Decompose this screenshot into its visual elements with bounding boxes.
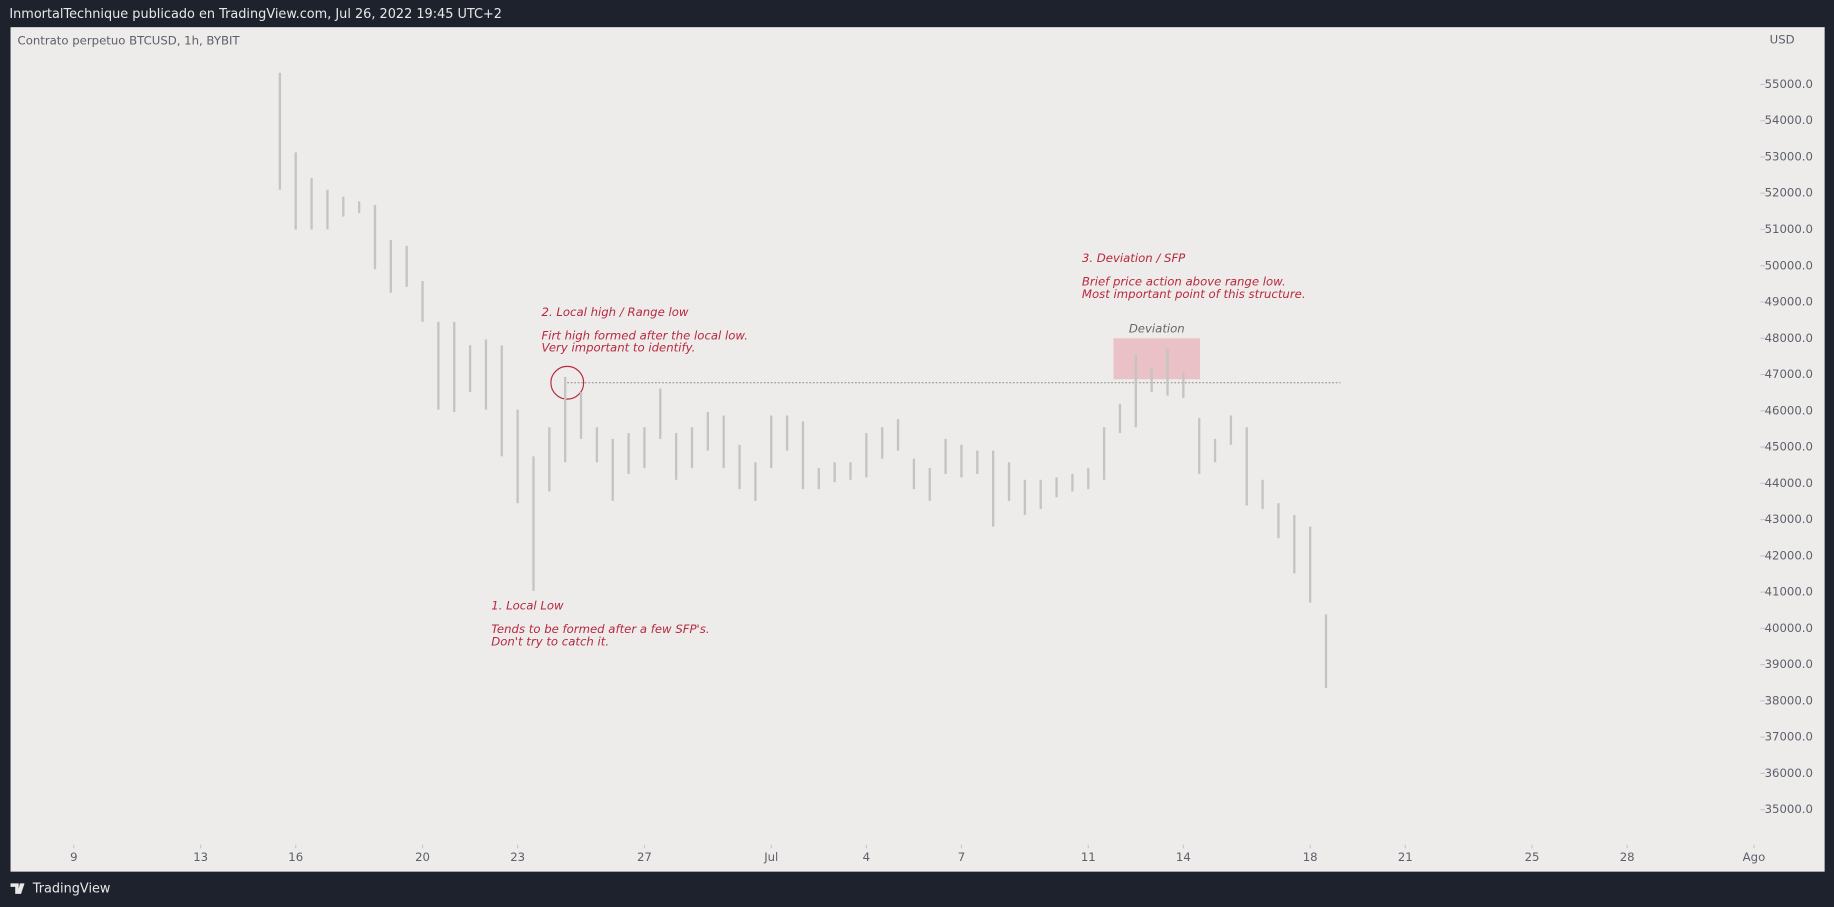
y-tick-label: 45000.0 (1765, 440, 1813, 454)
annotation-title: 2. Local high / Range low (542, 305, 689, 319)
x-tick-label: 11 (1081, 850, 1096, 864)
y-tick-label: 48000.0 (1765, 331, 1813, 345)
y-tick-label: 43000.0 (1765, 512, 1813, 526)
x-tick-label: 27 (637, 850, 652, 864)
x-tick-label: 9 (70, 850, 77, 864)
y-tick-label: 42000.0 (1765, 548, 1813, 562)
annotation-title: 3. Deviation / SFP (1082, 251, 1186, 265)
currency-label: USD (1770, 33, 1795, 47)
y-tick-label: 37000.0 (1765, 730, 1813, 744)
highlight-circle (550, 365, 585, 400)
y-tick-label: 46000.0 (1765, 403, 1813, 417)
deviation-zone (1113, 338, 1201, 380)
y-tick-label: 41000.0 (1765, 585, 1813, 599)
y-tick-label: 51000.0 (1765, 222, 1813, 236)
x-tick-label: Ago (1743, 850, 1766, 864)
y-tick-label: 52000.0 (1765, 186, 1813, 200)
y-tick-label: 47000.0 (1765, 367, 1813, 381)
y-tick-label: 55000.0 (1765, 77, 1813, 91)
x-tick-label: 14 (1176, 850, 1191, 864)
x-tick-label: 23 (510, 850, 525, 864)
x-tick-label: 25 (1525, 850, 1540, 864)
x-tick-label: 21 (1398, 850, 1413, 864)
y-tick-label: 50000.0 (1765, 258, 1813, 272)
y-tick-label: 38000.0 (1765, 693, 1813, 707)
annotation-title: 1. Local Low (491, 599, 564, 613)
brand: TradingView (10, 882, 111, 897)
y-tick-label: 40000.0 (1765, 621, 1813, 635)
x-tick-label: 28 (1620, 850, 1635, 864)
annotation-line: Don't try to catch it. (491, 634, 609, 648)
x-tick-label: 13 (193, 850, 208, 864)
y-tick-label: 53000.0 (1765, 149, 1813, 163)
x-tick-label: 4 (863, 850, 870, 864)
header-text: InmortalTechnique publicado en TradingVi… (9, 7, 502, 22)
y-tick-label: 39000.0 (1765, 657, 1813, 671)
annotation-line: Firt high formed after the local low. (542, 328, 748, 342)
y-tick-label: 54000.0 (1765, 113, 1813, 127)
y-tick-label: 44000.0 (1765, 476, 1813, 490)
annotation-line: Very important to identify. (542, 341, 696, 355)
x-tick-label: Jul (763, 850, 778, 864)
symbol-title: Contrato perpetuo BTCUSD, 1h, BYBIT (18, 34, 241, 48)
y-tick-label: 36000.0 (1765, 766, 1813, 780)
x-tick-label: 20 (415, 850, 430, 864)
x-tick-label: 18 (1303, 850, 1318, 864)
annotation-line: Most important point of this structure. (1082, 287, 1306, 301)
y-tick-label: 49000.0 (1765, 295, 1813, 309)
annotation-line: Brief price action above range low. (1082, 275, 1286, 289)
brand-logo (10, 883, 25, 894)
y-tick-label: 35000.0 (1765, 802, 1813, 816)
zone-label: Deviation (1129, 321, 1185, 335)
brand-text: TradingView (32, 882, 111, 897)
x-tick-label: 16 (288, 850, 303, 864)
annotation-line: Tends to be formed after a few SFP's. (491, 622, 709, 636)
x-tick-label: 7 (958, 850, 965, 864)
plot-area (10, 27, 1825, 872)
